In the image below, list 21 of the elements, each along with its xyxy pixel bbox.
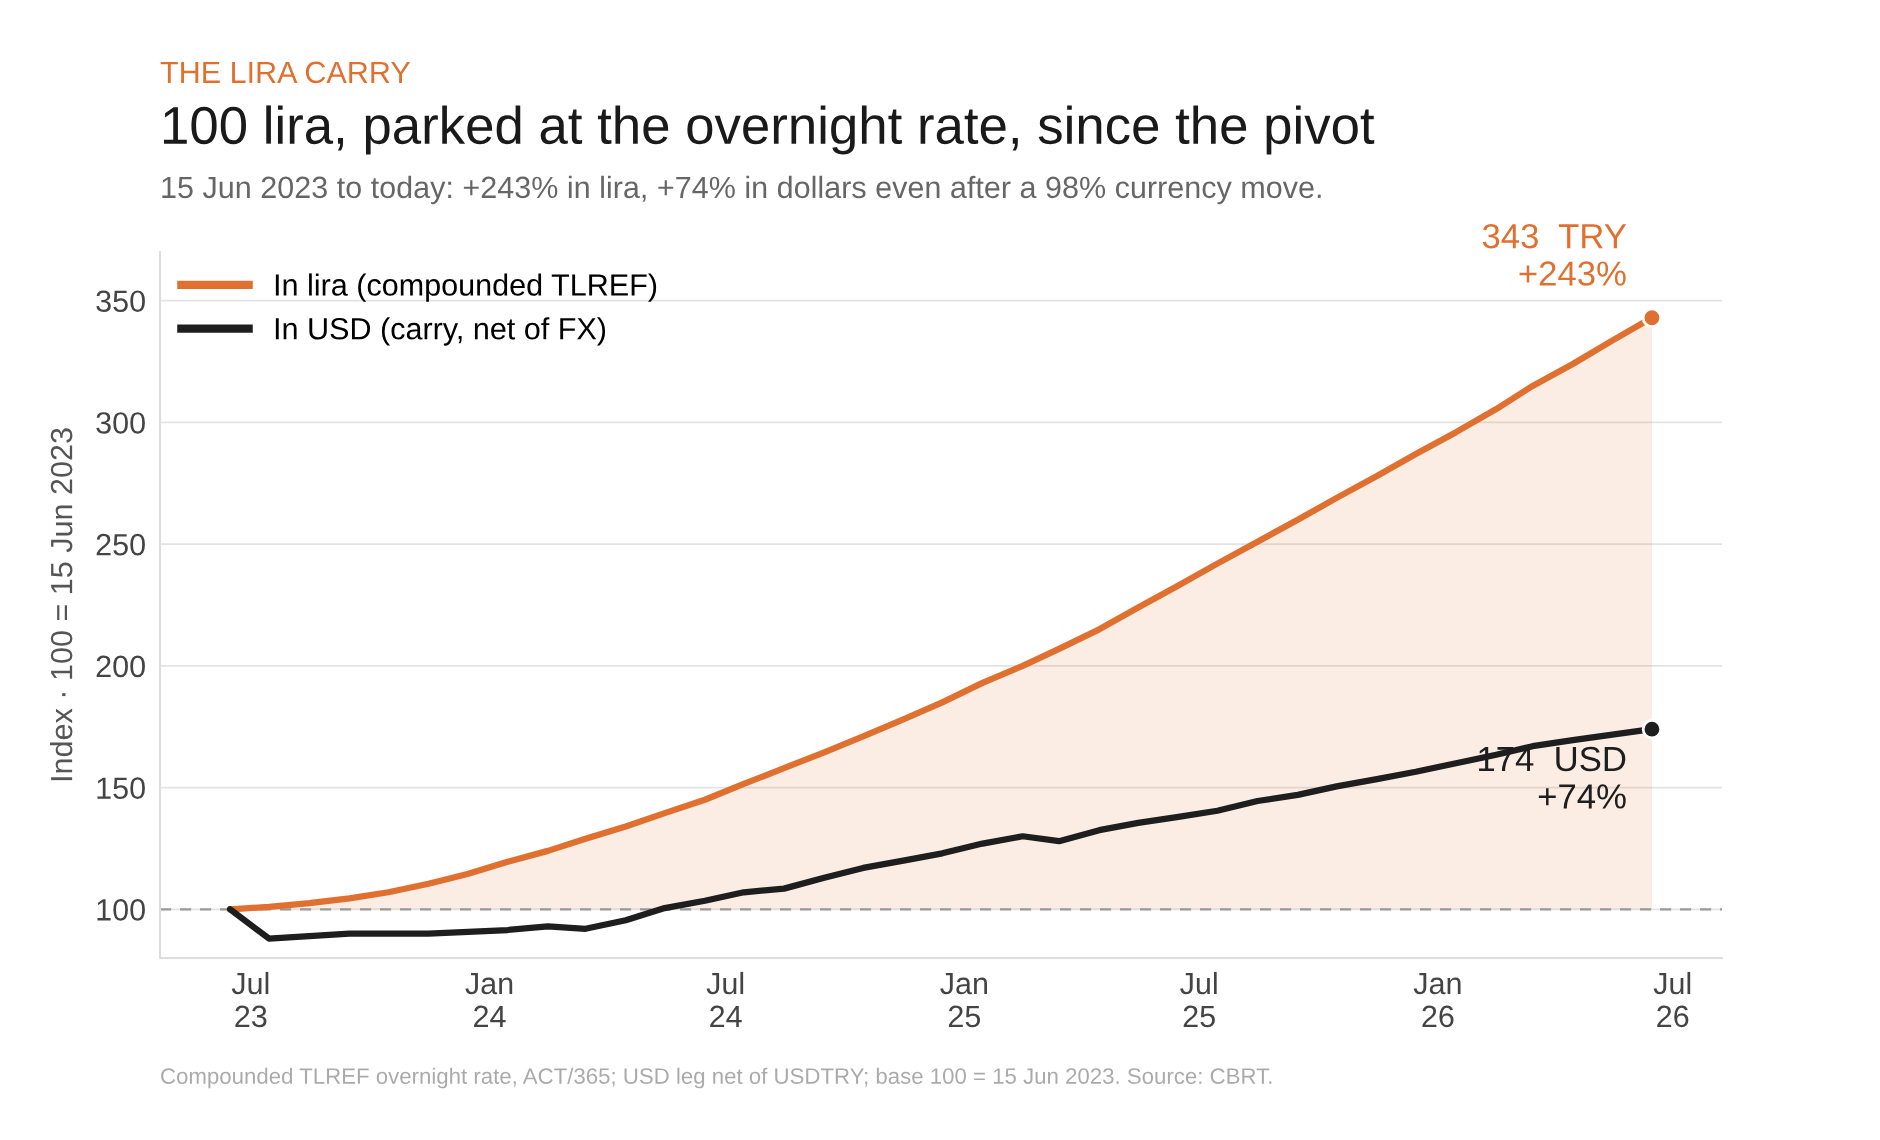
x-tick-label: Jan 24 xyxy=(465,973,513,1027)
y-axis-title: Index · 100 = 15 Jun 2023 xyxy=(49,428,73,781)
y-tick-label: 250 xyxy=(96,533,145,556)
text: 15 Jun 2023 to today: +243% in lira, +74% in dollars even after a 98% currency move. xyxy=(162,175,1321,205)
text: Compounded TLREF overnight rate, ACT/365; USD leg net of USDTRY; base 100 = 15 Jun 2023. Source: CBRT. xyxy=(161,1067,1272,1089)
y-tick-label: 350 xyxy=(96,290,145,313)
x-tick-label: Jan 26 xyxy=(1413,973,1461,1028)
chart-title: 100 lira, parked at the overnight rate, since the pivot xyxy=(164,105,1375,155)
legend-label: In USD (carry, net of FX) xyxy=(275,317,606,346)
y-tick-label: 150 xyxy=(97,777,145,799)
y-tick-label: 300 xyxy=(96,412,145,434)
legend-label: In lira (compounded TLREF) xyxy=(275,273,657,302)
x-tick-label: Jul 24 xyxy=(706,971,744,1027)
chart-subtitle: THE LIRA CARRY xyxy=(160,61,411,84)
y-tick-label: 100 xyxy=(97,899,145,921)
x-tick-label: Jul 23 xyxy=(231,971,269,1028)
x-tick-label: Jan 25 xyxy=(940,973,987,1028)
y-tick-label: 200 xyxy=(96,655,145,678)
x-tick-label: Jul 25 xyxy=(1180,971,1217,1028)
annotation: 343 TRY +243% xyxy=(1482,223,1627,286)
x-tick-label: Jul 26 xyxy=(1653,971,1691,1028)
